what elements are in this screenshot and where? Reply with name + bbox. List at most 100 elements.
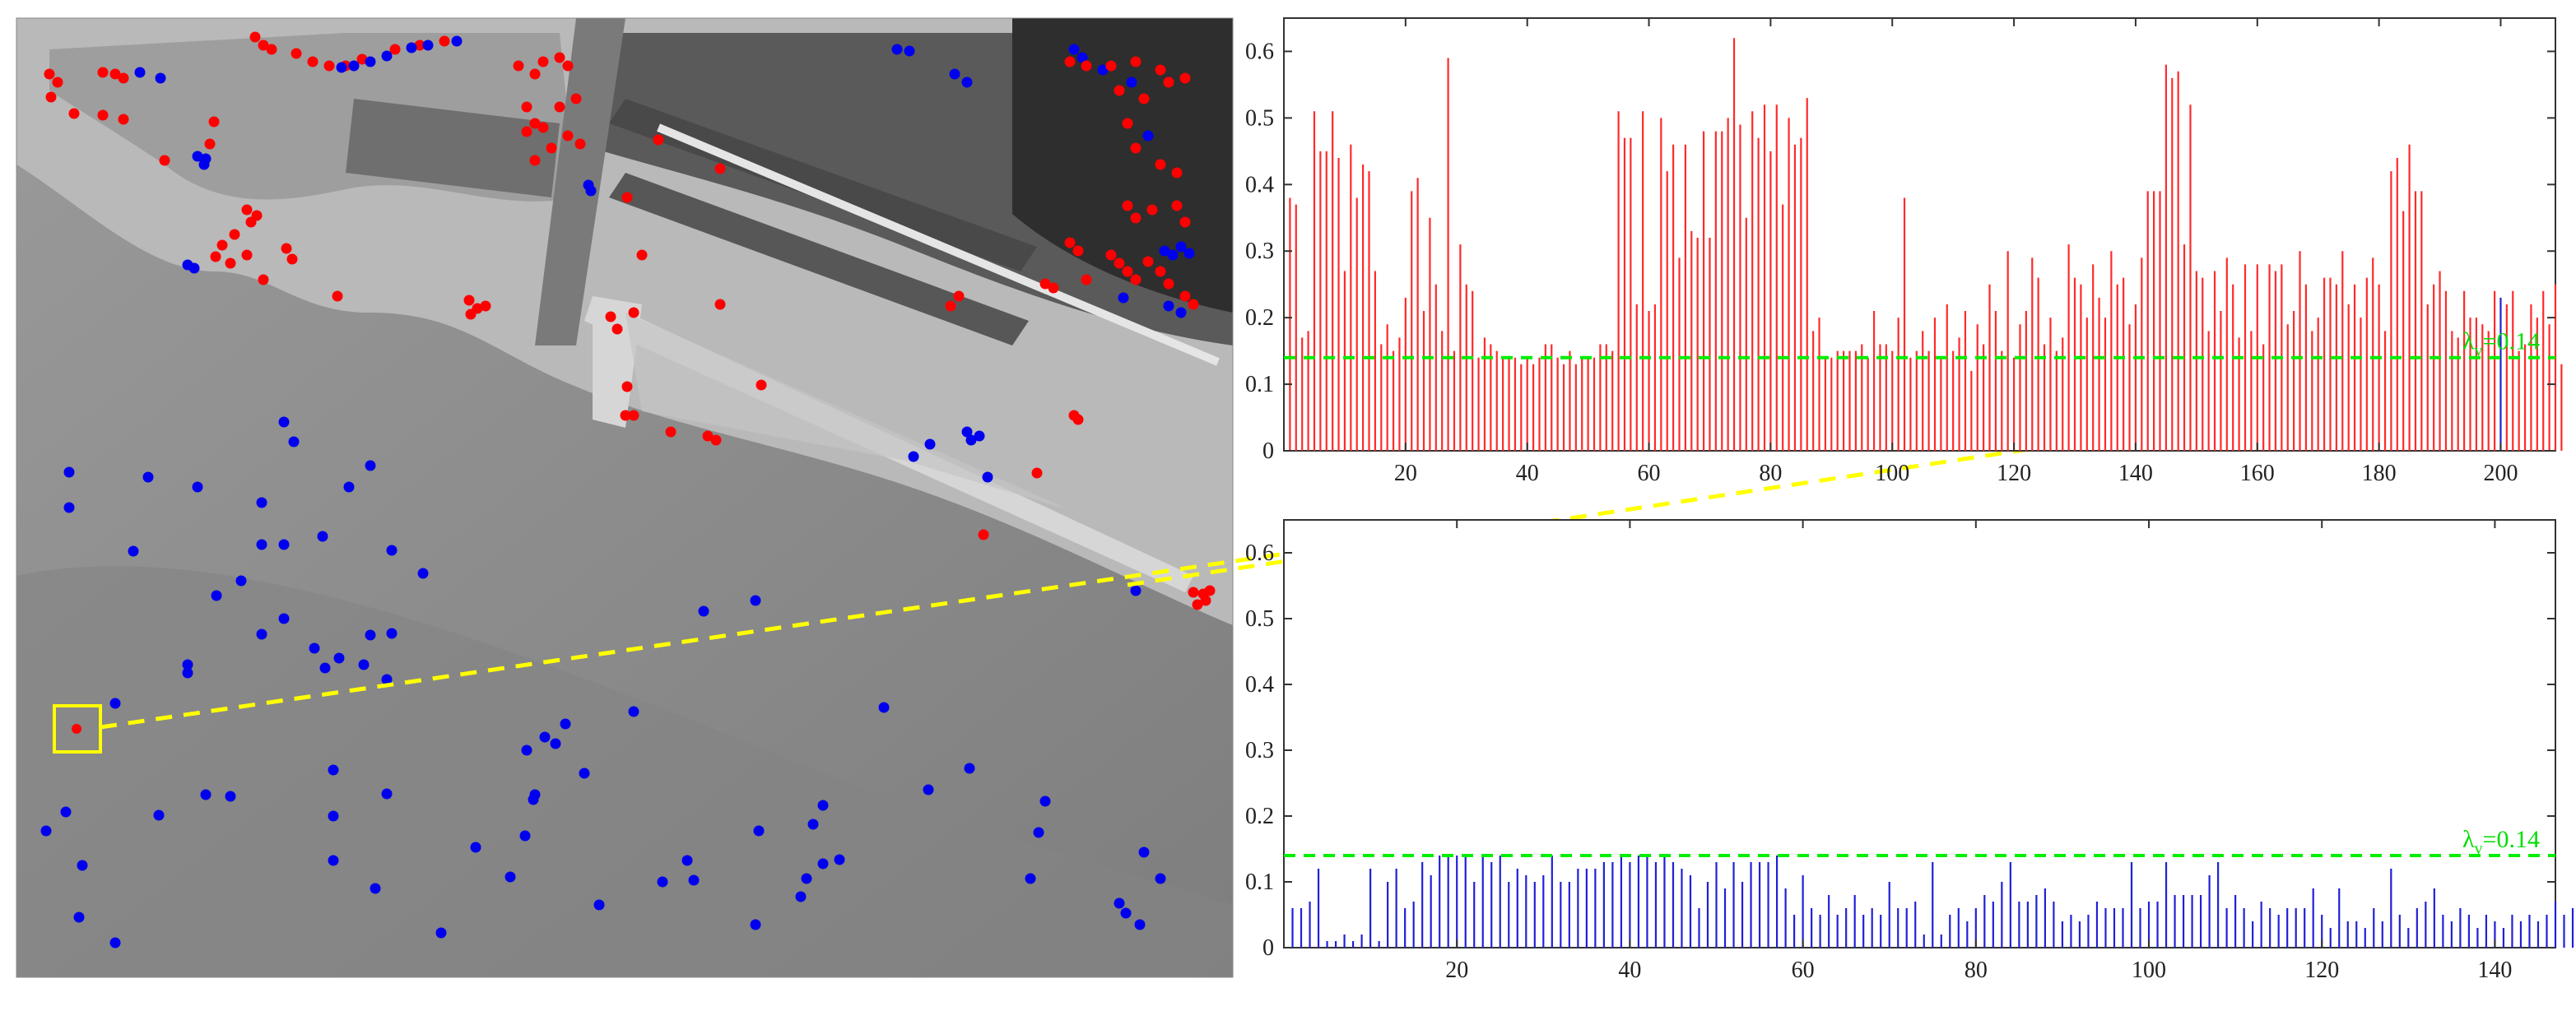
red-point-marker xyxy=(574,138,586,150)
blue-point-marker xyxy=(949,68,960,80)
red-point-marker xyxy=(953,290,965,302)
blue-point-marker xyxy=(288,436,300,448)
road xyxy=(657,123,1220,366)
blue-point-marker xyxy=(317,531,328,542)
blue-point-marker xyxy=(192,481,203,493)
x-tick-label: 160 xyxy=(2240,461,2275,486)
x-tick-label: 100 xyxy=(1875,461,1909,486)
red-point-marker xyxy=(1163,278,1174,290)
red-point-marker xyxy=(266,44,277,55)
upper-bar-chart: λv=0.14 20 40 60 80 100 120 140 160 180 200 0 0.1 0.… xyxy=(1245,17,2563,486)
y-tick-label: 0.3 xyxy=(1245,239,1274,264)
y-tick-label: 0.3 xyxy=(1245,738,1274,763)
blue-point-marker xyxy=(1076,52,1088,63)
blue-point-marker xyxy=(225,791,236,802)
red-point-marker xyxy=(68,108,80,119)
blue-point-marker xyxy=(1025,873,1036,884)
blue-point-marker xyxy=(795,891,807,902)
blue-point-marker xyxy=(1175,241,1187,253)
blue-point-marker xyxy=(807,819,819,830)
blue-point-marker xyxy=(63,502,75,513)
blue-point-marker xyxy=(801,873,812,884)
blue-point-marker xyxy=(343,481,355,493)
red-point-marker xyxy=(1081,60,1092,72)
highlight-box xyxy=(53,704,102,754)
x-tick-label: 200 xyxy=(2483,461,2518,486)
blue-point-marker xyxy=(974,430,985,442)
blue-point-marker xyxy=(182,659,193,670)
red-point-marker xyxy=(1114,257,1125,269)
blue-point-marker xyxy=(1130,585,1142,596)
blue-point-marker xyxy=(256,539,267,550)
red-point-marker xyxy=(159,155,170,166)
red-point-marker xyxy=(97,109,109,121)
blue-point-marker xyxy=(182,667,193,679)
blue-point-marker xyxy=(817,858,829,870)
blue-point-marker xyxy=(336,62,347,73)
satellite-map xyxy=(16,18,1233,977)
y-tick-label: 0.2 xyxy=(1245,305,1274,331)
blue-point-marker xyxy=(328,855,339,866)
red-point-marker xyxy=(554,101,565,113)
blue-point-marker xyxy=(753,825,765,837)
blue-point-marker xyxy=(982,471,993,483)
upper-chart-bars xyxy=(1289,38,2563,451)
blue-point-marker xyxy=(961,77,973,88)
blue-point-marker xyxy=(750,919,761,930)
blue-point-marker xyxy=(63,466,75,478)
y-tick-label: 0.1 xyxy=(1245,870,1274,895)
red-point-marker xyxy=(1171,167,1183,179)
blue-point-marker xyxy=(750,595,761,606)
red-point-marker xyxy=(1204,585,1216,596)
red-point-marker xyxy=(1142,256,1154,267)
map-markers xyxy=(40,31,1216,948)
lower-threshold-label: λv=0.14 xyxy=(2462,826,2540,858)
lower-chart-bars xyxy=(1291,856,2574,948)
blue-point-marker xyxy=(386,545,398,556)
red-point-marker xyxy=(1122,266,1133,277)
x-tick-label: 40 xyxy=(1516,461,1539,486)
blue-point-marker xyxy=(211,590,222,601)
blue-point-marker xyxy=(961,426,973,438)
blue-point-marker xyxy=(1142,130,1154,141)
red-point-marker xyxy=(628,307,639,318)
blue-point-marker xyxy=(1118,292,1129,304)
red-point-marker xyxy=(665,426,677,438)
y-tick-label: 0.4 xyxy=(1245,672,1274,698)
blue-point-marker xyxy=(964,763,975,774)
red-point-marker xyxy=(1138,93,1150,104)
blue-point-marker xyxy=(451,35,463,47)
pond-area xyxy=(346,99,560,197)
blue-point-marker xyxy=(550,738,561,749)
blue-point-marker xyxy=(256,497,267,508)
blue-point-marker xyxy=(1167,249,1179,261)
blue-point-marker xyxy=(924,438,936,450)
red-point-marker xyxy=(204,138,216,150)
red-point-marker xyxy=(628,410,639,421)
red-point-marker xyxy=(1105,249,1117,261)
x-tick-label: 100 xyxy=(2132,958,2166,983)
red-point-marker xyxy=(529,68,541,80)
blue-point-marker xyxy=(891,44,903,55)
red-point-marker xyxy=(118,72,129,84)
blue-point-marker xyxy=(370,883,381,894)
blue-point-marker xyxy=(365,629,376,641)
red-point-marker xyxy=(332,290,343,302)
blue-point-marker xyxy=(200,153,212,165)
x-tick-label: 140 xyxy=(2118,461,2153,486)
blue-point-marker xyxy=(1033,827,1044,838)
red-point-marker xyxy=(1122,200,1133,211)
red-point-marker xyxy=(714,163,726,174)
y-tick-label: 0.6 xyxy=(1245,39,1274,64)
red-point-marker xyxy=(562,60,574,72)
red-point-marker xyxy=(1179,72,1191,84)
y-tick-label: 0.1 xyxy=(1245,372,1274,397)
red-point-marker xyxy=(1064,56,1076,67)
red-point-marker xyxy=(1200,595,1211,606)
blue-point-marker xyxy=(688,874,700,886)
upper-chart-ticks: 20 40 60 80 100 120 140 160 180 200 0 0.1 0.2 0.3 0.4 0… xyxy=(1245,18,2555,486)
blue-point-marker xyxy=(1120,907,1132,919)
blue-point-marker xyxy=(965,434,977,446)
blue-point-marker xyxy=(60,806,72,818)
